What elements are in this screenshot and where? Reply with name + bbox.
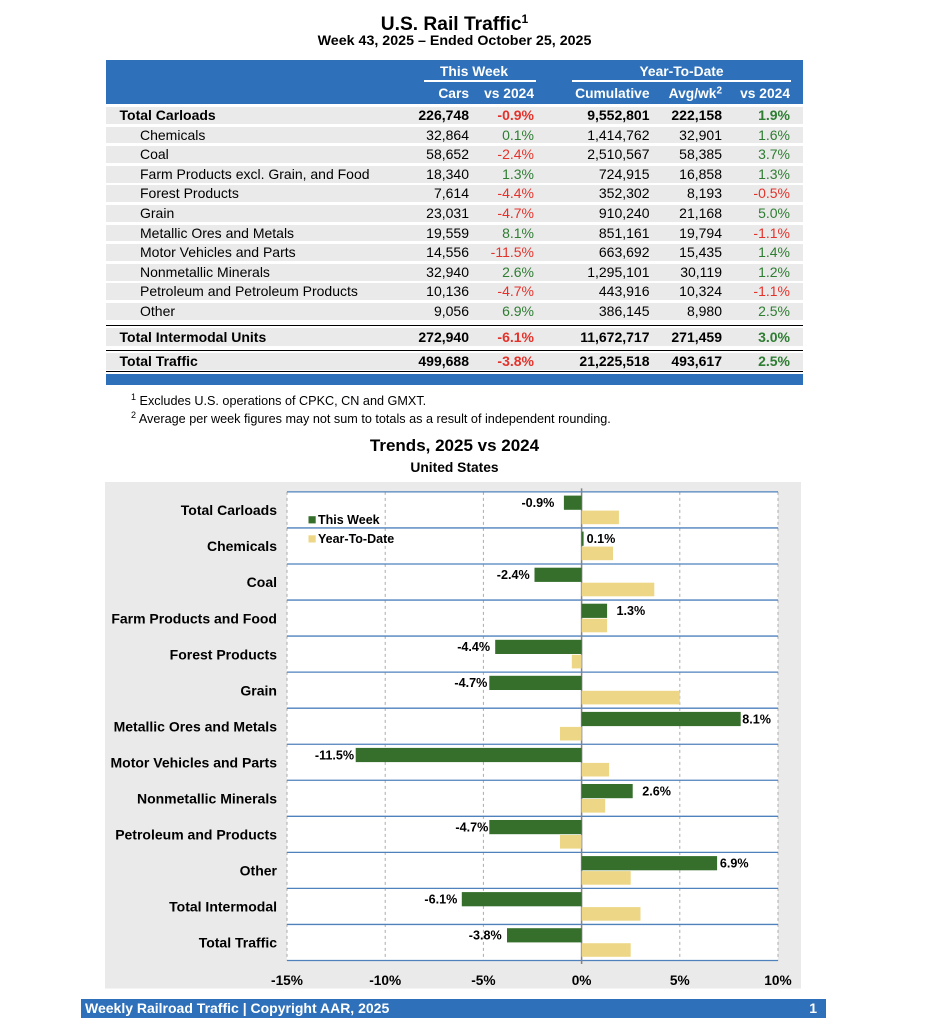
svg-text:6.9%: 6.9% xyxy=(720,857,749,871)
svg-text:-5%: -5% xyxy=(471,973,495,988)
svg-text:Metallic Ores and Metals: Metallic Ores and Metals xyxy=(114,718,278,734)
svg-text:-4.7%: -4.7% xyxy=(455,820,488,834)
svg-text:1.3%: 1.3% xyxy=(617,604,646,618)
svg-text:-4.4%: -4.4% xyxy=(457,640,490,654)
svg-text:8.1%: 8.1% xyxy=(742,712,771,726)
svg-text:2.6%: 2.6% xyxy=(642,784,671,798)
svg-text:Other: Other xyxy=(240,863,278,879)
svg-text:0.1%: 0.1% xyxy=(587,532,616,546)
svg-text:Total Intermodal: Total Intermodal xyxy=(169,899,277,915)
svg-text:Chemicals: Chemicals xyxy=(207,538,277,554)
svg-text:Motor Vehicles and Parts: Motor Vehicles and Parts xyxy=(111,754,278,770)
svg-text:Total Traffic: Total Traffic xyxy=(199,935,278,951)
svg-text:-3.8%: -3.8% xyxy=(469,929,502,943)
svg-text:Coal: Coal xyxy=(247,574,277,590)
svg-text:Grain: Grain xyxy=(240,682,277,698)
svg-text:-10%: -10% xyxy=(369,973,401,988)
svg-text:-4.7%: -4.7% xyxy=(454,676,487,690)
svg-text:0%: 0% xyxy=(572,973,592,988)
svg-text:-11.5%: -11.5% xyxy=(315,748,354,762)
svg-text:10%: 10% xyxy=(764,973,791,988)
svg-text:-2.4%: -2.4% xyxy=(497,568,530,582)
svg-text:This Week: This Week xyxy=(318,513,380,527)
svg-text:-6.1%: -6.1% xyxy=(424,893,457,907)
svg-text:Forest Products: Forest Products xyxy=(170,646,278,662)
svg-text:Petroleum and Products: Petroleum and Products xyxy=(115,827,277,843)
svg-text:Year-To-Date: Year-To-Date xyxy=(318,532,394,546)
svg-text:Total Carloads: Total Carloads xyxy=(181,502,277,518)
svg-text:-15%: -15% xyxy=(271,973,303,988)
svg-text:-0.9%: -0.9% xyxy=(521,496,554,510)
svg-text:Farm Products and Food: Farm Products and Food xyxy=(111,610,277,626)
svg-text:5%: 5% xyxy=(670,973,690,988)
svg-text:Nonmetallic Minerals: Nonmetallic Minerals xyxy=(137,791,277,807)
